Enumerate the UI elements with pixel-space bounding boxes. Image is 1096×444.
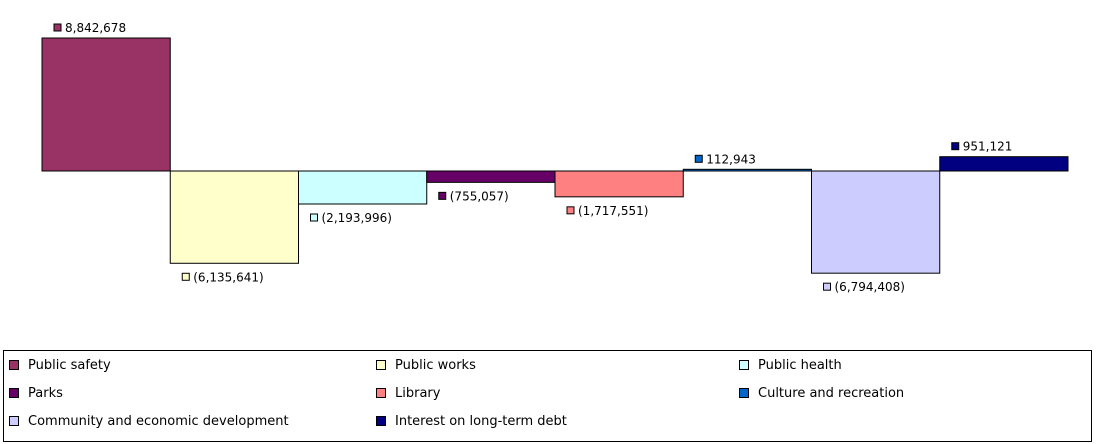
data-label-swatch xyxy=(951,142,960,151)
legend-label: Community and economic development xyxy=(28,413,289,429)
legend-label: Parks xyxy=(28,385,63,401)
legend-item: Public safety xyxy=(9,355,111,375)
data-label-swatch xyxy=(310,213,318,222)
data-label-swatch xyxy=(53,23,62,32)
data-label-swatch xyxy=(181,272,190,281)
legend-swatch xyxy=(739,360,749,370)
waterfall-chart: 8,842,678 (6,135,641) (2,193,996) (755,057)… xyxy=(41,21,1069,294)
legend-item: Interest on long-term debt xyxy=(376,411,567,431)
data-label-2: (6,135,641) xyxy=(181,270,264,284)
data-label-1: 8,842,678 xyxy=(53,21,126,35)
legend-label: Public safety xyxy=(28,357,111,373)
bar-1 xyxy=(41,37,171,172)
legend-item: Community and economic development xyxy=(9,411,289,431)
data-label-8: 951,121 xyxy=(951,140,1013,154)
data-label-text: 8,842,678 xyxy=(65,21,126,35)
legend-swatch xyxy=(376,360,386,370)
legend-item: Culture and recreation xyxy=(739,383,904,403)
data-label-3: (2,193,996) xyxy=(310,211,392,225)
legend-swatch xyxy=(9,360,19,370)
bar-2 xyxy=(169,170,299,264)
legend-item: Library xyxy=(376,383,440,403)
legend-label: Library xyxy=(395,385,441,401)
data-label-7: (6,794,408) xyxy=(823,280,905,294)
data-label-swatch xyxy=(566,206,575,215)
legend-swatch xyxy=(376,388,386,398)
legend-label: Public works xyxy=(395,357,476,373)
bars-group xyxy=(41,37,1069,274)
data-label-text: (755,057) xyxy=(450,189,509,203)
legend-swatch xyxy=(9,416,19,426)
bar-3 xyxy=(298,170,428,205)
legend-swatch xyxy=(739,388,749,398)
data-label-5: (1,717,551) xyxy=(566,204,648,218)
legend-item: Public health xyxy=(739,355,842,375)
legend-item: Public works xyxy=(376,355,476,375)
bar-4 xyxy=(426,170,556,183)
legend-swatch xyxy=(376,416,386,426)
legend-label: Culture and recreation xyxy=(758,385,905,401)
bar-5 xyxy=(554,170,684,198)
legend-swatch xyxy=(9,388,19,398)
legend-label: Interest on long-term debt xyxy=(395,413,567,429)
data-label-swatch xyxy=(438,191,447,200)
data-label-swatch xyxy=(823,282,831,291)
data-label-swatch xyxy=(694,154,703,163)
data-label-text: (1,717,551) xyxy=(578,204,648,218)
data-label-text: 951,121 xyxy=(963,140,1013,154)
data-label-text: 112,943 xyxy=(706,152,756,166)
data-label-6: 112,943 xyxy=(694,152,756,166)
legend-label: Public health xyxy=(758,357,842,373)
bar-7 xyxy=(811,170,941,274)
legend-item: Parks xyxy=(9,383,63,403)
data-label-text: (6,794,408) xyxy=(835,280,905,294)
data-label-text: (2,193,996) xyxy=(322,211,392,225)
legend: Public safety Public works Public health Pa… xyxy=(3,350,1092,442)
data-labels-group: 8,842,678 (6,135,641) (2,193,996) (755,057)… xyxy=(53,21,1013,294)
data-label-text: (6,135,641) xyxy=(193,270,263,284)
bar-8 xyxy=(939,156,1069,172)
data-label-4: (755,057) xyxy=(438,189,509,203)
